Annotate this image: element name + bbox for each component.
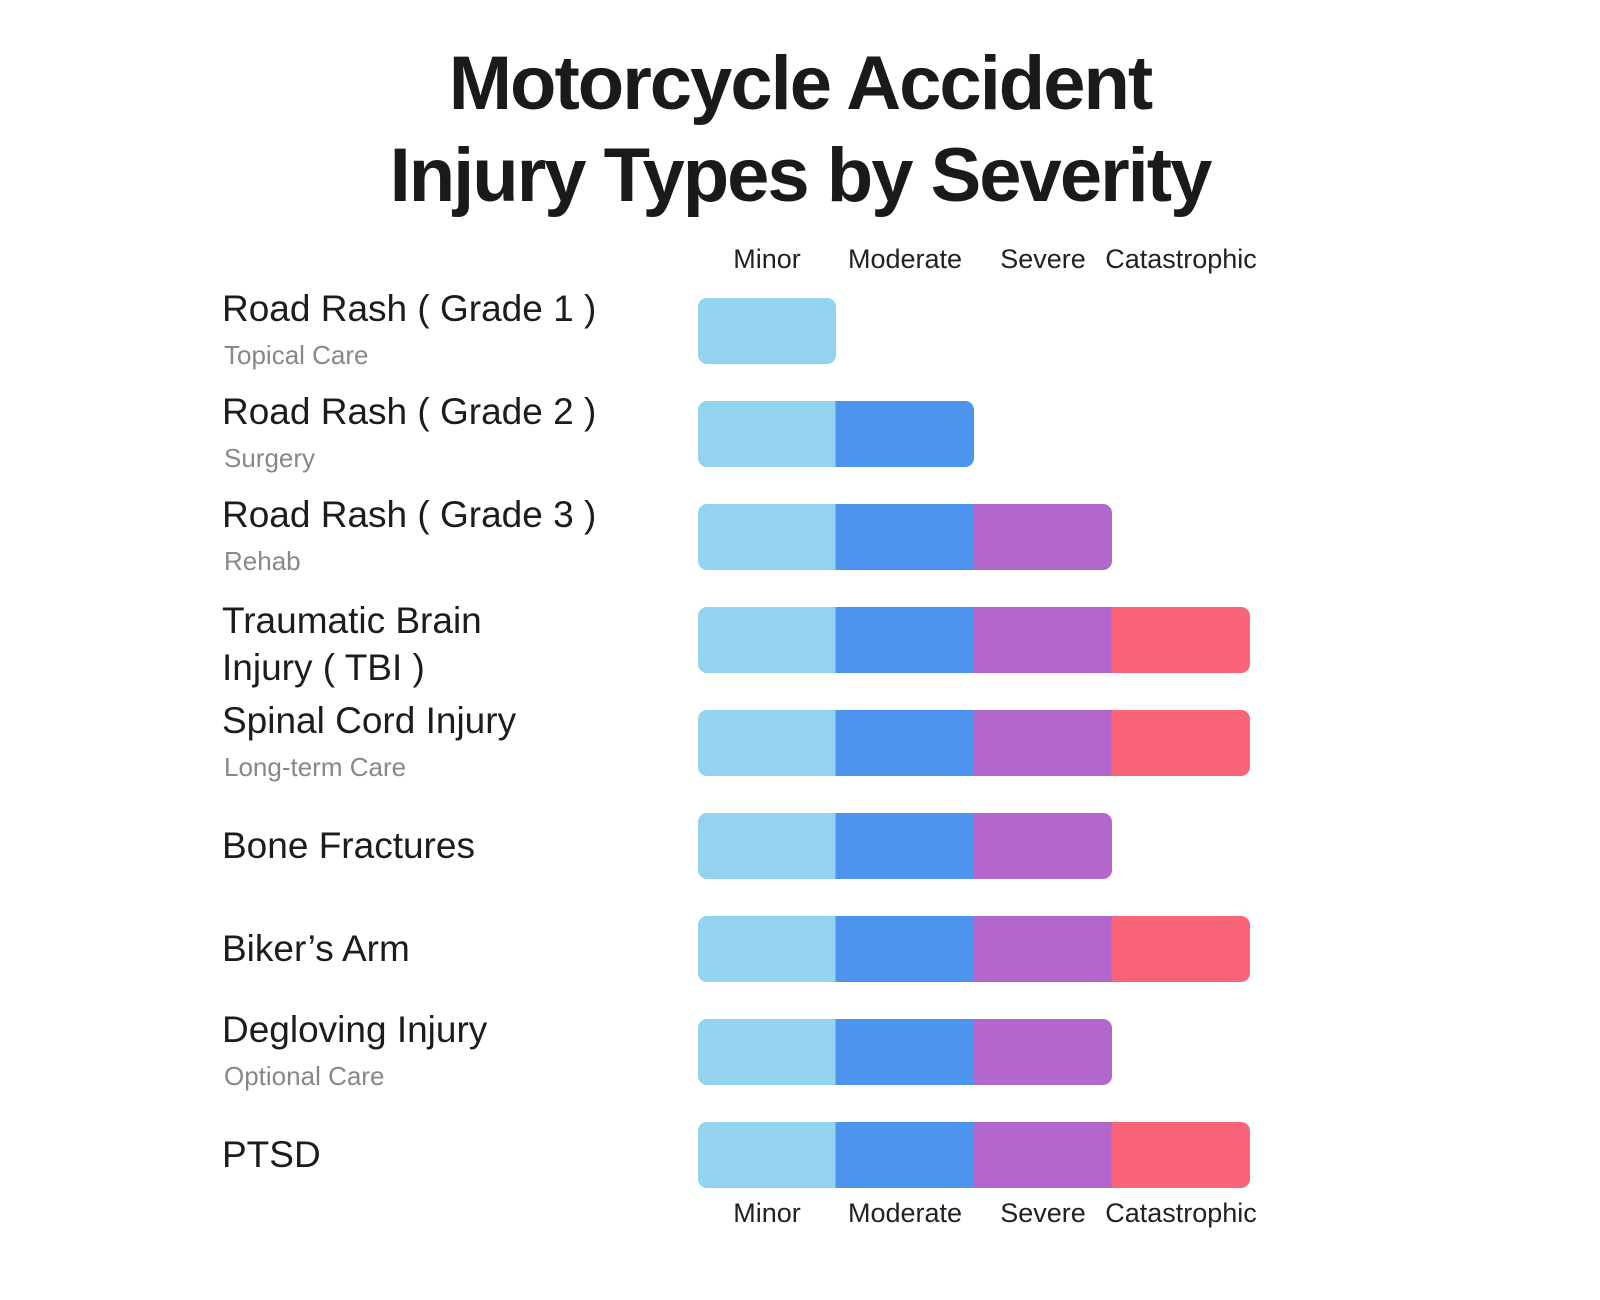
top-tick-label-catastrophic: Catastrophic xyxy=(1105,244,1257,274)
bar-segment-severe xyxy=(973,504,1112,570)
bar-segment-minor xyxy=(698,607,836,673)
bar-segment-severe xyxy=(973,1122,1112,1188)
bar-segment-severe xyxy=(973,1019,1112,1085)
severity-bar xyxy=(698,1019,1112,1085)
injury-label: Spinal Cord Injury xyxy=(222,700,517,741)
injury-row: Degloving Injury Optional Care xyxy=(222,1009,1112,1091)
bar-segment-moderate xyxy=(835,607,974,673)
injury-row: Bone Fractures xyxy=(222,813,1112,879)
bar-segment-catastrophic xyxy=(1111,710,1250,776)
bar-segment-severe xyxy=(973,813,1112,879)
bar-segment-moderate xyxy=(835,916,974,982)
injury-sublabel: Optional Care xyxy=(224,1061,384,1091)
bar-segment-moderate xyxy=(835,710,974,776)
bar-segment-minor xyxy=(698,1019,836,1085)
injury-label: Traumatic Brain xyxy=(222,600,482,641)
injury-label: Degloving Injury xyxy=(222,1009,488,1050)
bar-segment-moderate xyxy=(835,1122,974,1188)
injury-label: PTSD xyxy=(222,1134,321,1175)
severity-bar xyxy=(698,916,1250,982)
injury-sublabel: Long-term Care xyxy=(224,752,406,782)
bar-segment-moderate xyxy=(835,401,974,467)
injury-sublabel: Surgery xyxy=(224,443,315,473)
injury-label: Biker’s Arm xyxy=(222,928,410,969)
injury-row: Biker’s Arm xyxy=(222,916,1250,982)
severity-bar xyxy=(698,813,1112,879)
severity-bar xyxy=(698,298,836,364)
injury-label: Road Rash ( Grade 1 ) xyxy=(222,288,596,329)
bar-segment-moderate xyxy=(835,813,974,879)
bar-segment-minor xyxy=(698,916,836,982)
bar-segment-moderate xyxy=(835,1019,974,1085)
injury-label: Road Rash ( Grade 3 ) xyxy=(222,494,596,535)
injury-sublabel: Rehab xyxy=(224,546,301,576)
bar-segment-minor xyxy=(698,710,836,776)
severity-bar xyxy=(698,1122,1250,1188)
bottom-tick-label-minor: Minor xyxy=(733,1198,801,1228)
chart-title-line-2: Injury Types by Severity xyxy=(389,133,1213,218)
injury-label: Injury ( TBI ) xyxy=(222,647,425,688)
bar-segment-minor xyxy=(698,401,836,467)
bar-segment-minor xyxy=(698,298,836,364)
severity-bar xyxy=(698,401,974,467)
bar-segment-minor xyxy=(698,1122,836,1188)
severity-bar xyxy=(698,710,1250,776)
top-tick-label-severe: Severe xyxy=(1000,244,1086,274)
injury-sublabel: Topical Care xyxy=(224,340,369,370)
injury-row: Spinal Cord Injury Long-term Care xyxy=(222,700,1250,782)
injury-label: Bone Fractures xyxy=(222,825,475,866)
bar-segment-moderate xyxy=(835,504,974,570)
bar-segment-catastrophic xyxy=(1111,607,1250,673)
severity-bar xyxy=(698,607,1250,673)
top-tick-label-minor: Minor xyxy=(733,244,801,274)
bar-segment-minor xyxy=(698,504,836,570)
chart-title: Motorcycle Accident Injury Types by Seve… xyxy=(0,38,1600,222)
top-tick-label-moderate: Moderate xyxy=(848,244,962,274)
injury-row: Traumatic Brain Injury ( TBI ) xyxy=(222,600,1250,688)
bar-segment-catastrophic xyxy=(1111,916,1250,982)
injury-label: Road Rash ( Grade 2 ) xyxy=(222,391,596,432)
injury-row: Road Rash ( Grade 1 ) Topical Care xyxy=(222,288,836,370)
bar-segment-catastrophic xyxy=(1111,1122,1250,1188)
severity-bar xyxy=(698,504,1112,570)
injury-row: PTSD xyxy=(222,1122,1250,1188)
bar-segment-severe xyxy=(973,710,1112,776)
bar-segment-severe xyxy=(973,607,1112,673)
bottom-tick-label-severe: Severe xyxy=(1000,1198,1086,1228)
chart-title-line-1: Motorcycle Accident xyxy=(448,41,1153,126)
injury-row: Road Rash ( Grade 2 ) Surgery xyxy=(222,391,974,473)
bottom-tick-label-moderate: Moderate xyxy=(848,1198,962,1228)
bar-segment-severe xyxy=(973,916,1112,982)
bottom-tick-label-catastrophic: Catastrophic xyxy=(1105,1198,1257,1228)
bar-segment-minor xyxy=(698,813,836,879)
injury-row: Road Rash ( Grade 3 ) Rehab xyxy=(222,494,1112,576)
